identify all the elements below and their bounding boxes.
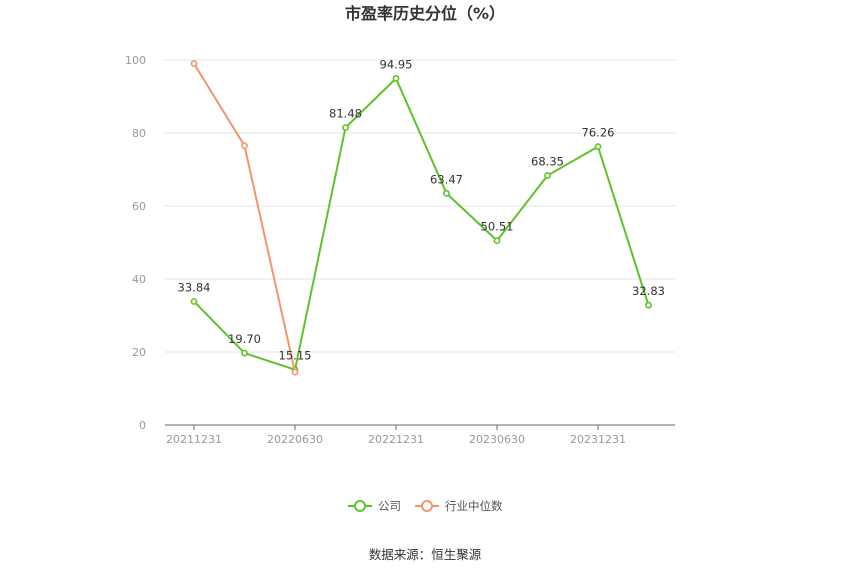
x-tick-label: 20220630 [267,433,323,446]
data-label: 63.47 [430,172,463,186]
data-label: 50.51 [481,220,514,234]
x-tick-label: 20231231 [570,433,626,446]
grid-lines [165,59,675,353]
x-tick-label: 20230630 [469,433,525,446]
series-line-0 [193,77,650,371]
legend[interactable]: 公司 行业中位数 [348,499,503,513]
data-point[interactable] [190,298,198,305]
x-tick-label: 20221231 [368,433,424,446]
data-point[interactable] [190,60,198,68]
legend-swatch-marker [421,500,433,512]
source-note: 数据来源：恒生聚源 [369,547,482,562]
data-point[interactable] [594,143,602,151]
data-label: 94.95 [380,57,413,71]
y-axis: 0 20 40 60 80 100 [125,54,146,432]
y-tick-label: 40 [132,273,146,286]
legend-swatch-marker [354,500,366,512]
y-tick-label: 100 [125,54,146,67]
data-label: 33.84 [178,280,211,294]
chart-title: 市盈率历史分位（%） [345,4,505,23]
data-point[interactable] [241,349,248,357]
data-point[interactable] [443,189,450,197]
x-tick-label: 20211231 [166,433,222,446]
x-axis: 20211231 20220630 20221231 20230630 20231231 [166,425,626,446]
series-line-1 [193,63,296,373]
legend-label: 行业中位数 [445,499,503,513]
data-point[interactable] [241,142,248,150]
data-label: 81.48 [329,107,362,121]
data-label: 76.26 [582,126,615,140]
legend-item-1[interactable]: 行业中位数 [415,499,503,513]
y-tick-label: 20 [132,346,146,359]
data-point[interactable] [291,368,299,376]
data-point[interactable] [645,301,652,309]
data-point[interactable] [342,124,349,131]
data-label: 19.70 [228,332,261,346]
data-point[interactable] [544,172,551,179]
data-point[interactable] [392,75,400,82]
legend-label: 公司 [378,499,401,513]
data-label: 32.83 [632,284,665,298]
data-label: 68.35 [531,155,564,169]
series-group [190,60,652,376]
y-tick-label: 80 [132,127,146,140]
y-tick-label: 0 [139,419,146,432]
y-tick-label: 60 [132,200,146,213]
data-label: 15.15 [279,349,312,363]
legend-item-0[interactable]: 公司 [348,499,401,513]
data-labels: 33.84 19.70 15.15 81.48 94.95 63.47 50.51 68.35… [178,57,665,362]
data-point[interactable] [493,237,501,245]
